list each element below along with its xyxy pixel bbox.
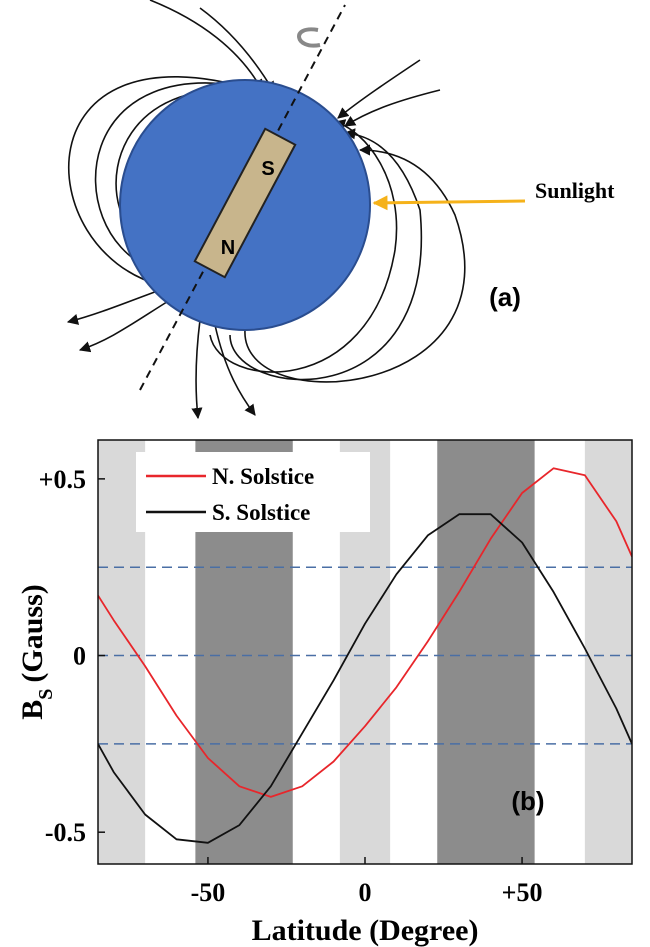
chart: -50 0 +50 -0.5 0 +0.5 Latitude (Degree) BS (Gaus… — [16, 439, 633, 947]
y-tick-label: -0.5 — [45, 818, 86, 847]
legend-label: N. Solstice — [212, 464, 314, 489]
panel-label: (a) — [489, 282, 521, 312]
x-tick-label: +50 — [502, 878, 543, 907]
sunlight-arrow — [372, 195, 526, 211]
x-tick-label: 0 — [359, 878, 372, 907]
legend: N. Solstice S. Solstice — [136, 452, 370, 532]
series-line — [98, 467, 632, 798]
rotation-axis — [139, 4, 346, 391]
magnet-label: S — [261, 158, 274, 180]
legend-label: S. Solstice — [212, 500, 310, 525]
x-tick-label: -50 — [191, 878, 226, 907]
shaded-band — [437, 440, 535, 864]
y-axis-label-main: B — [16, 700, 49, 720]
series-line — [98, 513, 632, 844]
shaded-band — [584, 440, 632, 864]
diagram: S N Sunlight (a) — [66, 0, 615, 420]
y-tick-label: +0.5 — [39, 465, 86, 494]
x-axis-label: Latitude (Degree) — [252, 914, 479, 947]
magnet-label: N — [221, 237, 235, 259]
bar-magnet — [193, 127, 297, 279]
y-tick-label: 0 — [73, 642, 86, 671]
y-axis-label-unit: (Gauss) — [16, 584, 49, 682]
y-axis-label: BS (Gauss) — [16, 584, 57, 720]
sunlight-label: Sunlight — [535, 178, 615, 203]
y-axis-label-sub: S — [35, 689, 57, 700]
annotation: (b) — [511, 786, 544, 816]
legend-box — [136, 452, 370, 532]
rotation-arrow — [297, 27, 321, 48]
